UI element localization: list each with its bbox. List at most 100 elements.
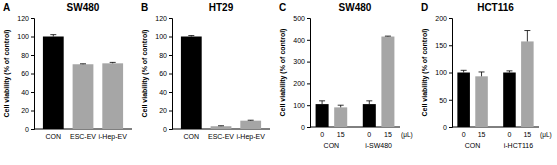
error-bar-stem (481, 72, 482, 76)
y-tick: 120 (155, 15, 172, 22)
y-tick-label: 100 (293, 102, 305, 109)
bar (211, 126, 232, 129)
error-bar-cap (506, 70, 512, 71)
x-tick-label: 15 (523, 131, 531, 138)
y-tick: 150 (435, 42, 452, 49)
y-tick-mark (31, 74, 34, 75)
plot-area (43, 35, 123, 129)
panel: 020406080100120CONESC-EVi-Hep-EV (17, 15, 132, 141)
error-bar-cap (50, 34, 56, 35)
y-tick-mark (169, 18, 172, 19)
y-tick-mark (169, 37, 172, 38)
y-tick-mark (31, 111, 34, 112)
y-tick-mark (449, 18, 452, 19)
error-bar (319, 101, 325, 104)
bar (363, 104, 376, 127)
y-tick-label: 80 (21, 52, 29, 59)
x-tick-label: i-Hep-EV (236, 133, 265, 141)
bar (102, 63, 123, 129)
y-tick: 20 (159, 107, 172, 114)
y-tick-label: 0 (25, 126, 29, 133)
y-tick: 0 (25, 126, 34, 133)
y-tick-label: 300 (293, 58, 305, 65)
panel: 0 20 40 60 80 100 120 CON ESC-EVi-Hep-EV (155, 15, 270, 141)
y-tick: 400 (293, 37, 310, 44)
panel: 0100200300400500015015CONi-SW480(μL) (293, 15, 412, 149)
y-tick-label: 100 (17, 33, 29, 40)
y-tick-mark (31, 55, 34, 56)
y-tick: 60 (159, 70, 172, 77)
x-tick-label: 0 (320, 131, 324, 138)
error-bar-cap (385, 36, 391, 37)
y-tick: 60 (21, 70, 34, 77)
figure: 020406080100120CONESC-EVi-Hep-EVCell via… (0, 0, 557, 165)
error-bar (218, 125, 224, 126)
y-tick: 200 (435, 15, 452, 22)
y-tick-label: 120 (155, 15, 167, 22)
x-tick-label: ESC-EV (70, 133, 96, 140)
y-tick: 100 (17, 33, 34, 40)
x-tick-label: 15 (478, 131, 486, 138)
panel: 050100150200015015CONi-HCT116(μL) (435, 15, 551, 149)
error-bar-cap (319, 100, 325, 101)
y-tick-mark (449, 100, 452, 101)
group-label: CON (324, 142, 340, 149)
error-bar-cap (248, 120, 254, 121)
y-tick-mark (31, 18, 34, 19)
y-tick: 40 (21, 89, 34, 96)
bar (457, 73, 470, 128)
y-tick-mark (169, 74, 172, 75)
bar (475, 76, 488, 127)
error-bar (461, 70, 467, 72)
y-tick-mark (31, 129, 34, 130)
group-label: i-SW480 (365, 142, 392, 149)
y-tick: 100 (435, 69, 452, 76)
y-tick-mark (307, 127, 310, 128)
y-tick-label: 200 (293, 80, 305, 87)
plot-area (181, 36, 261, 129)
y-tick-label: 100 (155, 33, 167, 40)
y-tick-mark (307, 40, 310, 41)
x-tick-label: 15 (384, 131, 392, 138)
plot-area (316, 36, 395, 127)
x-tick-label: ESC-EV (208, 133, 234, 140)
y-tick-mark (307, 62, 310, 63)
x-tick-label: 0 (508, 131, 512, 138)
y-tick-mark (169, 55, 172, 56)
y-tick-mark (31, 37, 34, 38)
error-bar-cap (110, 62, 116, 63)
y-axis-line (169, 19, 173, 130)
y-axis-line (449, 19, 453, 128)
y-tick: 200 (293, 80, 310, 87)
y-tick-mark (307, 18, 310, 19)
y-tick-mark (307, 105, 310, 106)
y-axis: 0100200300400500 (293, 15, 310, 131)
group-label: i-HCT116 (504, 142, 534, 149)
y-tick-label: 80 (159, 52, 167, 59)
bar (43, 37, 64, 130)
y-tick-mark (449, 45, 452, 46)
bar (240, 121, 261, 129)
x-tick-label: 15 (337, 131, 345, 138)
x-tick-label: 0 (462, 131, 466, 138)
y-tick-mark (169, 92, 172, 93)
y-tick: 40 (159, 89, 172, 96)
x-tick-label: 0 (367, 131, 371, 138)
y-axis: 020406080100120 (17, 15, 34, 133)
y-tick: 80 (21, 52, 34, 59)
error-bar (506, 71, 512, 73)
x-tick-label: CON (184, 133, 200, 140)
error-bar-cap (479, 71, 485, 72)
y-tick-mark (449, 73, 452, 74)
error-bar (366, 101, 372, 104)
error-bar (50, 35, 56, 37)
error-bar-cap (461, 70, 467, 71)
y-tick-label: 100 (435, 69, 447, 76)
bar (181, 37, 202, 130)
x-axis-title: (μL) (401, 131, 413, 139)
y-tick: 0 (163, 126, 172, 133)
y-tick-label: 0 (443, 124, 447, 131)
y-axis-title: Cell viability (% of control) (141, 30, 149, 118)
error-bar-cap (366, 100, 372, 101)
y-axis-line (307, 19, 311, 128)
